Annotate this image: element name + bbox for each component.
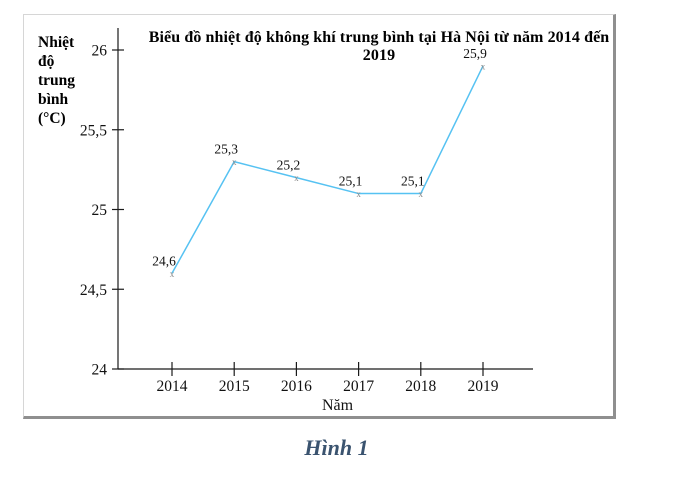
y-axis-label: Nhiệt độ trung bình (°C) [38, 34, 76, 127]
y-tick-label: 25,5 [80, 122, 107, 139]
data-point-label: 25,1 [339, 174, 363, 189]
data-point-label: 25,9 [463, 46, 487, 61]
x-tick-label: 2016 [281, 378, 312, 395]
y-tick-label: 26 [92, 43, 108, 60]
x-tick-label: 2018 [405, 378, 436, 395]
data-point-marker: x [232, 157, 237, 167]
chart-title: Biểu đồ nhiệt độ không khí trung bình tạ… [148, 29, 610, 64]
data-point-label: 24,6 [152, 253, 176, 268]
x-axis-label: Năm [322, 397, 354, 414]
data-point-label: 25,3 [214, 142, 238, 157]
figure-caption: Hình 1 [304, 435, 369, 460]
temperature-line [171, 65, 484, 274]
y-tick-label: 24,5 [80, 282, 107, 299]
y-tick-label: 24 [92, 362, 108, 379]
x-tick-label: 2014 [157, 378, 188, 395]
data-point-label: 25,2 [277, 158, 301, 173]
data-point-marker: x [419, 189, 424, 199]
data-point-label: 25,1 [401, 174, 425, 189]
x-tick-label: 2015 [219, 378, 250, 395]
data-point-marker: x [481, 61, 486, 71]
x-tick-label: 2019 [468, 378, 499, 395]
data-point-marker: x [294, 173, 299, 183]
data-point-marker: x [356, 189, 361, 199]
data-point-marker: x [170, 269, 175, 279]
x-tick-label: 2017 [343, 378, 374, 395]
chart-image-frame [23, 14, 616, 419]
y-tick-label: 25 [92, 202, 108, 219]
